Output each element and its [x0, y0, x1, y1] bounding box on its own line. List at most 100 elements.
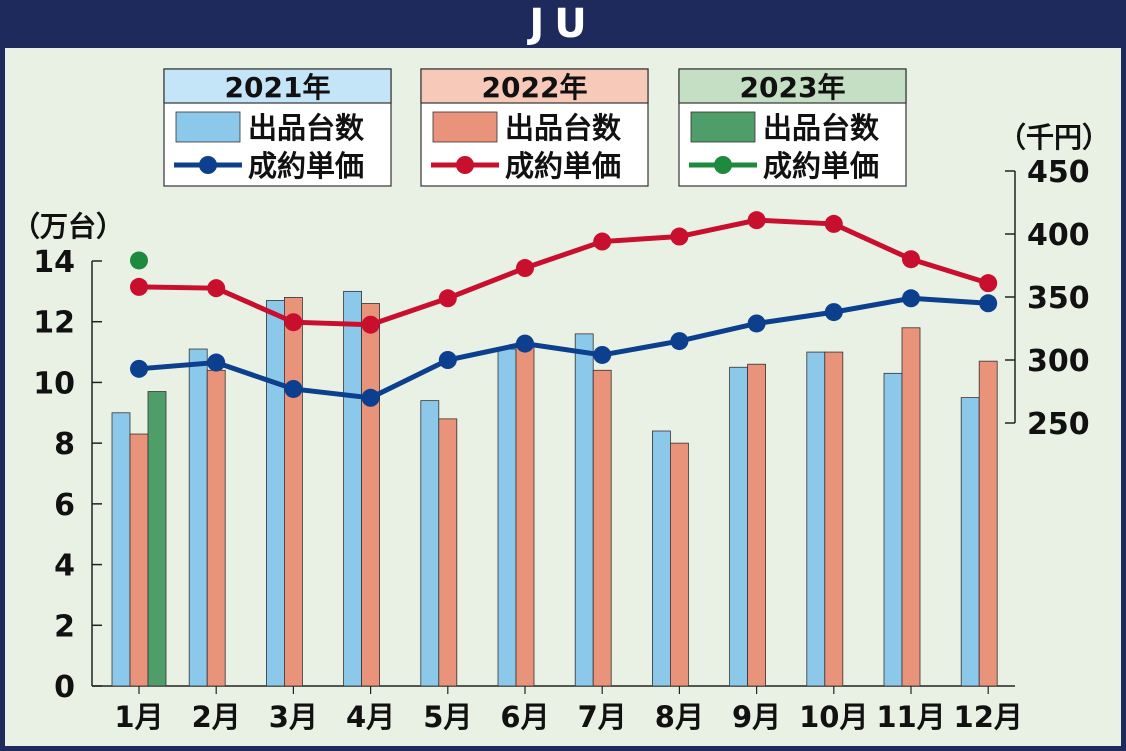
- x-axis-tick-label: 7月: [578, 700, 627, 734]
- line-2022: [138, 217, 989, 328]
- legend-2022-line-label: 成約単価: [505, 149, 621, 183]
- line-2021-point: [593, 345, 612, 364]
- bar-2022: [361, 303, 381, 687]
- bar-2022: [978, 360, 998, 687]
- right-axis-tick-label: 350: [1027, 281, 1090, 316]
- bar-2022: [129, 433, 149, 687]
- x-axis-tick-label: 3月: [269, 700, 318, 734]
- bar-2021: [806, 351, 826, 687]
- right-axis-tick-label: 300: [1027, 344, 1090, 379]
- right-axis-label: （千円）: [998, 121, 1110, 154]
- bar-2023: [147, 391, 167, 687]
- bar-2021: [960, 397, 980, 687]
- bar-2022: [283, 297, 303, 687]
- bar-2021: [883, 372, 903, 687]
- chart-panel: 0 2 4 6 8 10 12 14 （万台） 250 300 350 400 450 （千円） 1月 2月 3月…: [5, 48, 1121, 746]
- x-axis-tick-label: 5月: [423, 700, 472, 734]
- line-2022-point: [361, 315, 380, 334]
- right-axis-tick-label: 450: [1027, 155, 1090, 190]
- legend-2023-header: [678, 68, 907, 104]
- line-2021-point: [824, 303, 843, 322]
- chart-svg: 0 2 4 6 8 10 12 14（万台） 250 300 350 400 450（千円） 1月 2月 3月…: [12, 68, 1110, 734]
- legend-2023-bar-swatch: [690, 111, 756, 143]
- line-2022-point: [516, 259, 534, 278]
- line-2022-point: [670, 227, 689, 246]
- left-axis-label: （万台）: [12, 210, 124, 243]
- bar-2021: [188, 348, 208, 687]
- x-axis-tick-label: 8月: [655, 700, 704, 734]
- bar-2021: [111, 412, 131, 687]
- bar-2021: [420, 400, 440, 687]
- left-axis-tick-label: 2: [54, 609, 75, 644]
- x-axis-tick-label: 4月: [346, 700, 395, 734]
- line-2021-point: [902, 289, 920, 308]
- left-axis-tick-label: 0: [54, 670, 75, 705]
- line-2021-point: [361, 388, 380, 407]
- legend-2022-year: 2022年: [482, 71, 588, 104]
- legend-2021-year: 2021年: [225, 71, 331, 104]
- line-2021-point: [670, 332, 689, 351]
- line-2023-point: [130, 251, 148, 270]
- x-axis-tick-label: 11月: [876, 700, 945, 734]
- left-axis-tick-label: 4: [54, 549, 75, 584]
- x-axis-tick-label: 9月: [732, 700, 781, 734]
- chart-title: JU: [0, 0, 1126, 48]
- right-axis-tick-label: 400: [1027, 218, 1090, 253]
- bar-2022: [901, 327, 921, 687]
- line-2021-point: [130, 359, 148, 378]
- line-2022-point: [824, 214, 843, 233]
- line-2021-point: [284, 379, 303, 398]
- left-axis-tick-label: 14: [33, 245, 75, 280]
- line-2021-point: [207, 353, 226, 372]
- bar-2022: [670, 442, 689, 687]
- legend-2023-line-label: 成約単価: [763, 149, 879, 183]
- line-2022-point: [438, 289, 457, 308]
- line-2022-point: [284, 313, 303, 332]
- legend-2023-year: 2023年: [740, 71, 846, 104]
- x-axis-tick-label: 2月: [192, 700, 241, 734]
- legend-2021-line-marker: [199, 156, 217, 174]
- line-2022-point: [747, 211, 766, 230]
- x-axis-tick-label: 1月: [114, 700, 163, 734]
- legend-2023-line-marker: [714, 156, 732, 174]
- legend-2021-bar-label: 出品台数: [248, 111, 365, 145]
- x-axis-tick-label: 10月: [799, 700, 868, 734]
- bar-2021: [652, 430, 671, 687]
- bar-2021: [574, 333, 594, 687]
- legend-2023-bar-label: 出品台数: [763, 111, 880, 145]
- line-2021: [138, 295, 989, 401]
- bar-2021: [729, 366, 748, 687]
- bar-2022: [824, 351, 844, 687]
- legend-2021-line-label: 成約単価: [248, 149, 364, 183]
- legend-2022-bar-swatch: [432, 111, 498, 143]
- legend-2022-header: [420, 68, 649, 104]
- left-axis-tick-label: 8: [54, 427, 75, 462]
- x-axis-tick-label: 6月: [500, 700, 549, 734]
- x-axis-tick-label: 12月: [954, 700, 1023, 734]
- left-axis-tick-label: 10: [33, 366, 75, 401]
- line-2021-point: [516, 334, 534, 353]
- left-axis-tick-label: 12: [33, 306, 75, 341]
- right-axis-tick-label: 250: [1027, 407, 1090, 442]
- legend-2022-bar-label: 出品台数: [505, 111, 622, 145]
- bar-2021: [343, 290, 363, 687]
- line-2022-point: [207, 279, 226, 298]
- line-2021-point: [438, 351, 457, 369]
- line-2021-point: [979, 294, 998, 313]
- line-2022-point: [593, 232, 612, 251]
- left-axis-tick-label: 6: [54, 488, 75, 523]
- bar-2022: [747, 363, 766, 687]
- bar-2022: [592, 369, 612, 687]
- bar-2021: [497, 348, 517, 687]
- line-2022-point: [979, 274, 998, 293]
- line-2021-point: [747, 314, 766, 333]
- bar-2021: [265, 300, 285, 687]
- legend-2021-bar-swatch: [175, 111, 241, 143]
- legend-2022-line-marker: [456, 156, 474, 174]
- legend-2021-header: [163, 68, 392, 104]
- line-2022-point: [130, 277, 148, 296]
- bar-2022: [438, 418, 458, 687]
- line-2022-point: [902, 250, 920, 269]
- bar-2022: [515, 342, 535, 687]
